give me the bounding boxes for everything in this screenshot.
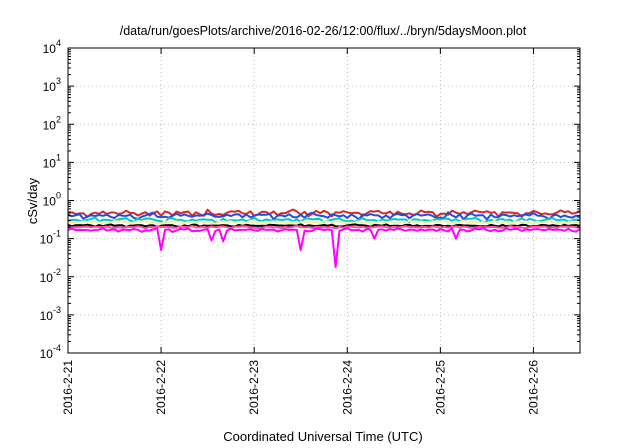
chart-title: /data/run/goesPlots/archive/2016-02-26/1… <box>120 24 527 38</box>
y-axis-title: cSv/day <box>25 177 40 224</box>
series-line <box>67 224 581 230</box>
series-line <box>67 219 581 225</box>
x-tick-label: 2016-2-25 <box>433 360 447 415</box>
x-axis-title: Coordinated Universal Time (UTC) <box>223 429 422 444</box>
y-tick-labels: 10-4 10-3 10-2 10-1 100 101 102 103 104 <box>40 38 61 361</box>
y-tick-label: 10-1 <box>40 229 61 247</box>
axis-ticks <box>67 47 580 354</box>
y-tick-label: 10-2 <box>40 267 61 285</box>
x-tick-labels: 2016-2-21 2016-2-22 2016-2-23 2016-2-24 2016… <box>61 360 540 415</box>
y-tick-label: 10-3 <box>40 305 61 323</box>
y-tick-label: 10-4 <box>40 343 61 361</box>
grid-lines <box>68 48 580 353</box>
x-tick-label: 2016-2-22 <box>154 360 168 415</box>
x-tick-label: 2016-2-23 <box>247 360 261 415</box>
y-tick-label: 103 <box>43 76 61 94</box>
y-tick-label: 101 <box>43 152 61 170</box>
x-tick-label: 2016-2-21 <box>61 360 75 415</box>
y-tick-label: 100 <box>43 191 61 209</box>
x-tick-label: 2016-2-24 <box>340 360 354 415</box>
series-line <box>67 223 581 228</box>
x-tick-label: 2016-2-26 <box>526 360 540 415</box>
y-tick-label: 104 <box>43 38 61 56</box>
series-line <box>67 227 581 268</box>
series-lines <box>67 208 581 268</box>
series-line <box>67 211 581 221</box>
y-tick-label: 102 <box>43 114 61 132</box>
